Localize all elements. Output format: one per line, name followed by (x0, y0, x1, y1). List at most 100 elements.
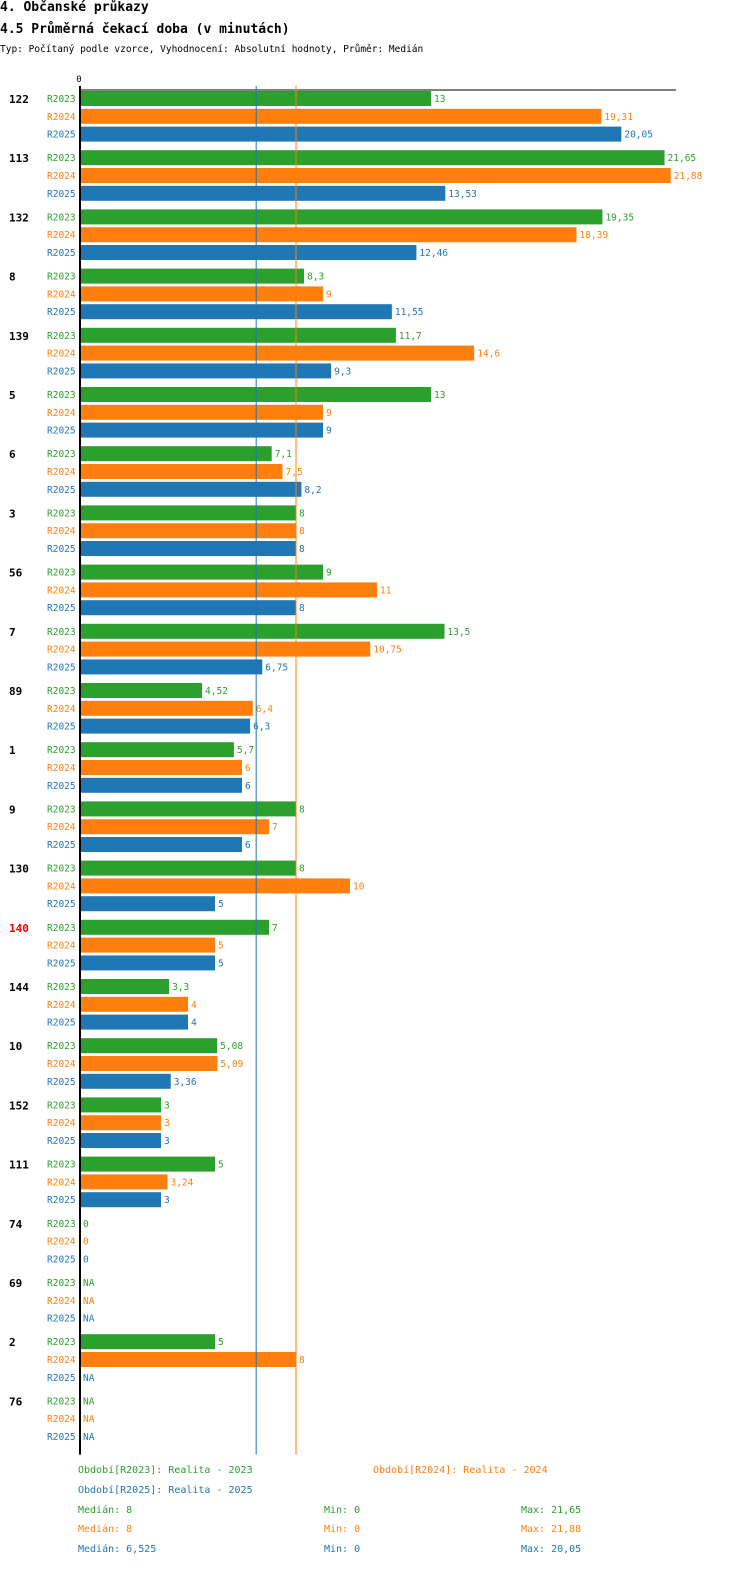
bar (80, 108, 602, 124)
bar-value-label: 12,46 (419, 248, 448, 259)
stat-min-r2023: Min: 0 (324, 1505, 361, 1516)
bar-value-label: 13 (434, 94, 445, 105)
series-label: R2024 (47, 1296, 76, 1307)
bar-value-label: 5,09 (220, 1059, 243, 1070)
bar-value-label: 11,55 (395, 307, 424, 318)
stat-min-r2025: Min: 0 (324, 1544, 361, 1555)
bar (80, 777, 242, 793)
group-label: 56 (9, 567, 23, 580)
bar (80, 1038, 218, 1054)
bar-value-label: 13 (434, 390, 445, 401)
bar (80, 564, 323, 580)
group-label: 140 (9, 922, 29, 935)
bar (80, 227, 577, 243)
series-label: R2024 (47, 289, 76, 300)
bar-value-label: 8 (299, 508, 305, 519)
bar (80, 700, 253, 716)
legend-r2025: Období[R2025]: Realita - 2025 (78, 1485, 253, 1496)
chart-meta: Typ: Počítaný podle vzorce, Vyhodnocení:… (0, 44, 424, 55)
bar-value-label: 18,39 (580, 230, 609, 241)
group-label: 132 (9, 211, 29, 224)
bar-value-label: 3 (164, 1136, 170, 1147)
series-label: R2024 (47, 822, 76, 833)
bar (80, 742, 234, 758)
bar-value-label: 6 (245, 840, 251, 851)
series-label: R2025 (47, 1373, 76, 1384)
bar (80, 168, 671, 183)
bar-value-label: 6 (245, 763, 251, 774)
bar-value-label: 20,05 (624, 130, 653, 141)
group-label: 144 (9, 981, 29, 994)
stat-median-r2025: Medián: 6,525 (78, 1544, 157, 1555)
series-label: R2023 (47, 94, 76, 105)
stat-median-r2023: Medián: 8 (78, 1505, 133, 1516)
series-label: R2025 (47, 603, 76, 614)
series-label: R2025 (47, 426, 76, 437)
bar-value-label: 9,3 (334, 366, 351, 377)
bar (80, 1097, 161, 1113)
series-label: R2025 (47, 485, 76, 496)
bar-value-label: 7 (272, 822, 278, 833)
series-label: R2025 (47, 958, 76, 969)
bar (80, 760, 242, 775)
group-label: 9 (9, 803, 16, 816)
group-label: 5 (9, 389, 16, 402)
group-label: 2 (9, 1336, 16, 1349)
bar-value-label: 3,3 (172, 982, 189, 993)
bar (80, 623, 445, 639)
group-label: 139 (9, 330, 29, 343)
bar (80, 683, 203, 698)
bar (80, 363, 332, 379)
group-label: 6 (9, 448, 16, 461)
bar (80, 1192, 161, 1208)
series-label: R2025 (47, 1195, 76, 1206)
group-label: 7 (9, 626, 16, 639)
bar-value-label: 21,88 (674, 171, 703, 182)
legend-r2023: Období[R2023]: Realita - 2023 (78, 1465, 253, 1476)
series-label: R2023 (47, 923, 76, 934)
bar-value-label: 9 (326, 408, 332, 419)
legend-r2024: Období[R2024]: Realita - 2024 (373, 1465, 548, 1476)
series-label: R2023 (47, 745, 76, 756)
series-label: R2023 (47, 272, 76, 283)
bar-value-label: 10,75 (373, 645, 402, 656)
bar-value-label: 8 (299, 526, 305, 537)
bar-value-label: 6 (245, 781, 251, 792)
bar-value-label: 10 (353, 881, 365, 892)
group-label: 69 (9, 1277, 22, 1290)
bar-value-label: NA (83, 1373, 95, 1384)
bar-value-label: 6,4 (256, 704, 273, 715)
bar-value-label: 4,52 (205, 686, 228, 697)
bar-value-label: 19,35 (605, 212, 634, 223)
series-label: R2024 (47, 881, 76, 892)
bar-value-label: 3 (164, 1118, 170, 1129)
series-label: R2025 (47, 1432, 76, 1443)
series-label: R2023 (47, 864, 76, 875)
series-label: R2025 (47, 1314, 76, 1325)
series-label: R2025 (47, 722, 76, 733)
series-label: R2023 (47, 331, 76, 342)
bar-value-label: NA (83, 1432, 95, 1443)
series-label: R2024 (47, 585, 76, 596)
bar (80, 126, 622, 142)
bar (80, 422, 323, 438)
series-label: R2023 (47, 390, 76, 401)
bar (80, 896, 215, 912)
series-label: R2025 (47, 899, 76, 910)
bar-value-label: 7 (272, 923, 278, 934)
series-label: R2023 (47, 1278, 76, 1289)
series-label: R2024 (47, 1355, 76, 1366)
series-label: R2024 (47, 704, 76, 715)
series-label: R2025 (47, 1254, 76, 1265)
bar-value-label: 5 (218, 958, 224, 969)
bar-value-label: 5 (218, 941, 224, 952)
axis-zero-label: 0 (76, 75, 81, 85)
bar (80, 860, 296, 876)
bar-value-label: 0 (83, 1219, 89, 1230)
bar-value-label: 13,53 (448, 189, 477, 200)
bar-value-label: 8 (299, 864, 305, 875)
bar-value-label: 5,7 (237, 745, 254, 756)
bar-value-label: 9 (326, 426, 332, 437)
group-label: 74 (9, 1218, 23, 1231)
